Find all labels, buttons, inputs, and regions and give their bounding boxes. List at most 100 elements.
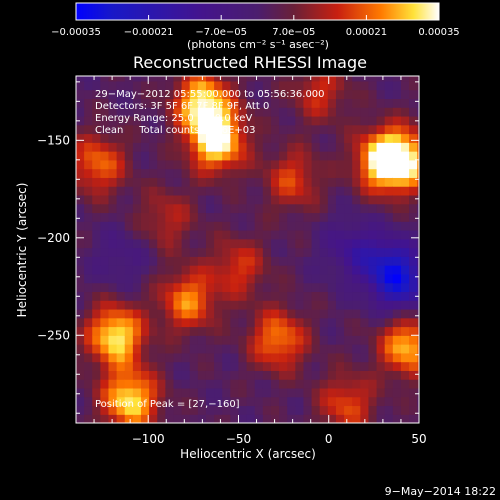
heatmap-cell [409, 76, 418, 82]
heatmap-cell [360, 194, 370, 205]
heatmap-cell [230, 282, 240, 293]
heatmap-cell [376, 370, 386, 380]
heatmap-cell [376, 80, 386, 91]
heatmap-cell [311, 414, 321, 423]
heatmap-cell [287, 124, 296, 135]
heatmap-cell [205, 344, 215, 354]
heatmap-cell [149, 370, 158, 380]
heatmap-cell [335, 107, 345, 117]
heatmap-cell [400, 212, 410, 222]
heatmap-cell [295, 107, 305, 117]
heatmap-cell [368, 352, 378, 363]
heatmap-cell [92, 256, 101, 266]
chart-title: Reconstructed RHESSI Image [133, 53, 367, 72]
heatmap-cell [189, 186, 199, 196]
heatmap-cell [76, 107, 85, 117]
heatmap-cell [368, 186, 378, 196]
heatmap-cell [76, 212, 85, 222]
heatmap-cell [84, 256, 93, 266]
heatmap-cell [116, 344, 126, 354]
heatmap-cell [173, 361, 183, 371]
heatmap-cell [327, 177, 337, 187]
heatmap-cell [116, 194, 126, 205]
heatmap-cell [279, 124, 288, 135]
heatmap-cell [295, 177, 305, 187]
heatmap-cell [214, 300, 223, 310]
heatmap-cell [360, 124, 370, 135]
heatmap-cell [262, 203, 272, 214]
colorbar [75, 2, 440, 21]
heatmap-cell [335, 238, 345, 249]
heatmap-cell [400, 352, 410, 363]
heatmap-cell [214, 159, 223, 170]
heatmap-cell [400, 344, 410, 354]
colorbar-tick-label: −0.00035 [51, 27, 101, 38]
heatmap-cell [384, 247, 394, 257]
heatmap-cell [76, 203, 85, 214]
heatmap-cell [311, 370, 321, 380]
heatmap-cell [392, 107, 402, 117]
heatmap-cell [92, 230, 101, 240]
heatmap-cell [76, 238, 85, 249]
heatmap-cell [344, 89, 353, 100]
heatmap-cell [384, 308, 394, 319]
heatmap-cell [368, 247, 378, 257]
heatmap-cell [140, 273, 150, 284]
heatmap-cell [214, 265, 223, 275]
heatmap-cell [165, 115, 175, 126]
heatmap-cell [108, 230, 118, 240]
heatmap-cell [100, 142, 110, 152]
heatmap-cell [400, 151, 410, 161]
heatmap-cell [230, 317, 240, 328]
heatmap-cell [287, 387, 296, 398]
heatmap-cell [352, 291, 361, 301]
heatmap-cell [319, 168, 329, 178]
heatmap-cell [84, 317, 93, 328]
heatmap-cell [254, 142, 264, 152]
heatmap-cell [165, 352, 175, 363]
heatmap-cell [140, 194, 150, 205]
heatmap-cell [400, 238, 410, 249]
heatmap-cell [295, 230, 305, 240]
heatmap-cell [279, 203, 288, 214]
heatmap-cell [311, 308, 321, 319]
heatmap-cell [116, 221, 126, 231]
heatmap-cell [173, 115, 183, 126]
heatmap-cell [165, 212, 175, 222]
heatmap-cell [246, 76, 256, 82]
heatmap-cell [319, 335, 329, 345]
heatmap-cell [319, 396, 329, 407]
heatmap-cell [392, 133, 402, 143]
heatmap-cell [76, 151, 85, 161]
heatmap-cell [149, 168, 158, 178]
heatmap-cell [392, 221, 402, 231]
heatmap-cell [100, 344, 110, 354]
heatmap-cell [254, 186, 264, 196]
heatmap-cell [319, 186, 329, 196]
heatmap-cell [319, 124, 329, 135]
heatmap-cell [84, 203, 93, 214]
heatmap-cell [197, 335, 207, 345]
heatmap-cell [230, 124, 240, 135]
heatmap-cell [222, 133, 231, 143]
heatmap-cell [254, 203, 264, 214]
heatmap-cell [417, 335, 419, 345]
heatmap-cell [376, 335, 386, 345]
heatmap-cell [246, 238, 256, 249]
heatmap-cell [254, 221, 264, 231]
heatmap-cell [352, 98, 361, 108]
heatmap-cell [230, 142, 240, 152]
heatmap-cell [124, 142, 134, 152]
heatmap-cell [270, 212, 280, 222]
heatmap-cell [262, 98, 272, 108]
heatmap-cell [327, 168, 337, 178]
heatmap-cell [124, 414, 134, 423]
heatmap-cell [246, 282, 256, 293]
heatmap-cell [173, 326, 183, 336]
heatmap-cell [279, 326, 288, 336]
heatmap-cell [189, 247, 199, 257]
heatmap-cell [392, 256, 402, 266]
heatmap-cell [116, 177, 126, 187]
heatmap-cell [417, 247, 419, 257]
heatmap-cell [157, 168, 166, 178]
